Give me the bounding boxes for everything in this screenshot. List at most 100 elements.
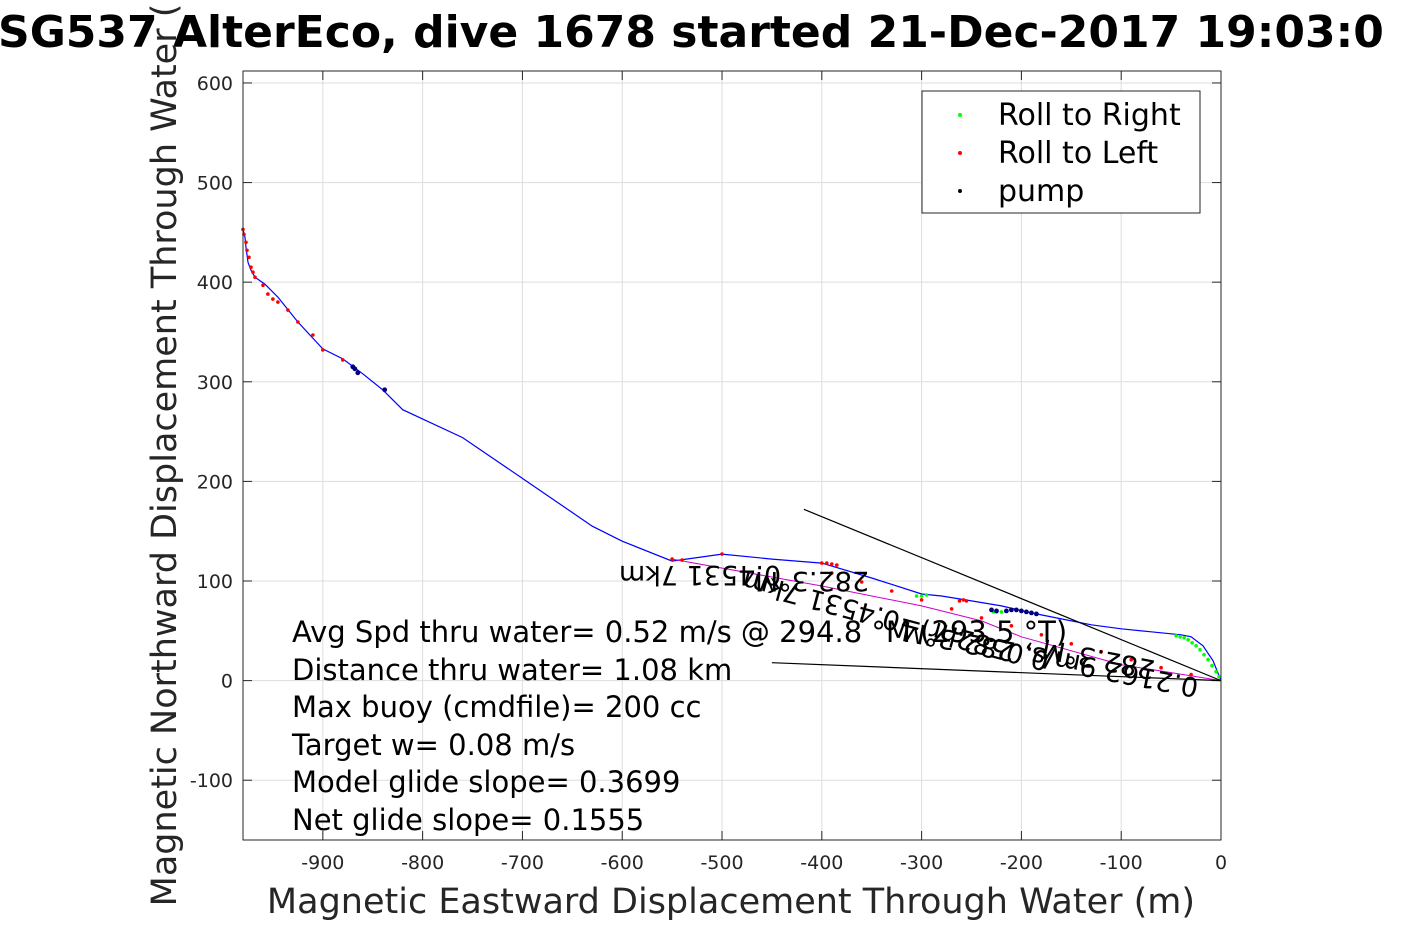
roll-left-point [835, 563, 839, 567]
roll-right-point [1186, 638, 1190, 642]
current-vector-2 [771, 662, 1222, 682]
roll-left-point [1189, 672, 1193, 677]
x-tick-label: -900 [301, 852, 344, 874]
roll-left-point [1129, 657, 1133, 662]
legend-marker-roll-right [958, 113, 962, 117]
x-axis-ticks: -900 -800 -700 -600 -500 -400 -300 -200 -100 0 [301, 71, 1227, 874]
roll-left-point [276, 300, 280, 304]
roll-left-point [957, 599, 962, 603]
y-axis-label: Magnetic Northward Displacement Through … [145, 4, 185, 907]
roll-right-point [1202, 652, 1206, 657]
roll-left-point [251, 270, 255, 275]
x-tick-label: -200 [1000, 852, 1043, 874]
x-tick-label: -700 [501, 852, 544, 874]
roll-left-point [266, 292, 270, 296]
roll-left-point [1069, 642, 1074, 646]
roll-left-point [961, 598, 966, 602]
legend: Roll to Right Roll to Left pump [921, 90, 1201, 214]
roll-left-point [889, 589, 894, 593]
y-tick-label: 300 [197, 372, 233, 394]
pump-point [1034, 611, 1039, 617]
y-tick-label: -100 [190, 770, 233, 792]
current-vectors [771, 508, 1222, 682]
y-axis-ticks: -100 0 100 200 300 400 500 600 [190, 73, 1221, 792]
pump-point [1009, 607, 1014, 613]
pump-point [1029, 610, 1034, 616]
roll-left-point [249, 265, 253, 270]
roll-left-point [1009, 624, 1014, 628]
roll-right-point [1214, 669, 1218, 674]
return-path-line [672, 558, 1222, 682]
roll-right-point [1174, 634, 1178, 638]
x-tick-label: -300 [900, 852, 943, 874]
roll-and-pump-points [241, 227, 1221, 679]
pump-point [994, 608, 999, 614]
roll-left-point [1039, 633, 1044, 637]
roll-right-point [1190, 641, 1194, 645]
roll-left-point [321, 348, 325, 352]
x-tick-label: -500 [700, 852, 743, 874]
y-tick-label: 200 [197, 471, 233, 493]
roll-left-point [247, 255, 251, 260]
target-w-text: Target w= 0.08 m/s [291, 728, 575, 762]
legend-box [921, 90, 1201, 214]
track-lines [242, 229, 1222, 682]
pump-point [1004, 608, 1009, 614]
roll-right-point [1210, 663, 1214, 668]
roll-left-point [253, 275, 257, 280]
roll-right-point [1194, 644, 1198, 648]
x-tick-label: -800 [401, 852, 444, 874]
roll-left-point [670, 557, 674, 561]
pump-point [1019, 608, 1024, 614]
legend-label-roll-left: Roll to Left [998, 136, 1158, 171]
roll-left-point [979, 616, 984, 620]
roll-left-point [919, 598, 924, 602]
roll-left-point [825, 561, 829, 565]
x-tick-label: -100 [1100, 852, 1143, 874]
roll-left-point [830, 562, 834, 566]
roll-left-point [341, 358, 345, 362]
x-tick-label: -400 [800, 852, 843, 874]
vector-label-distance: 0.4531 7km [619, 559, 781, 590]
roll-left-point [261, 283, 265, 288]
pump-point [382, 387, 388, 393]
x-tick-label: 0 [1215, 852, 1227, 874]
avg-speed-text: Avg Spd thru water= 0.52 m/s @ 294.8 °M … [292, 615, 1067, 649]
roll-right-point [1206, 657, 1210, 662]
roll-left-point [1099, 649, 1103, 654]
roll-right-point [1217, 674, 1221, 679]
roll-right-point [1178, 635, 1182, 639]
roll-right-point [1198, 647, 1202, 652]
roll-left-point [311, 333, 315, 337]
roll-left-point [244, 240, 248, 245]
legend-label-pump: pump [998, 174, 1084, 209]
legend-marker-pump [958, 189, 962, 193]
pump-point [355, 370, 361, 376]
roll-right-point [919, 594, 924, 598]
current-vector-1 [803, 508, 1222, 682]
plot-frame [242, 70, 1222, 841]
legend-label-roll-right: Roll to Right [998, 98, 1181, 133]
x-tick-label: -600 [601, 852, 644, 874]
y-tick-label: 100 [197, 571, 233, 593]
roll-right-point [999, 610, 1004, 614]
roll-left-point [271, 297, 275, 301]
net-glide-slope-text: Net glide slope= 0.1555 [292, 803, 644, 837]
roll-left-point [964, 599, 969, 603]
roll-left-point [680, 558, 684, 562]
pump-point [1014, 607, 1019, 613]
roll-left-point [820, 561, 824, 565]
x-axis-label: Magnetic Eastward Displacement Through W… [267, 882, 1195, 922]
roll-left-point [830, 571, 834, 575]
pump-point [1024, 609, 1029, 615]
roll-left-point [720, 552, 724, 556]
chart-title: SG537 AlterEco, dive 1678 started 21-Dec… [0, 7, 1384, 58]
roll-left-point [286, 308, 290, 312]
pump-point [352, 366, 358, 372]
roll-left-point [245, 248, 249, 253]
stats-annotation: Avg Spd thru water= 0.52 m/s @ 294.8 °M … [291, 615, 1067, 837]
roll-left-point [1159, 665, 1163, 670]
y-tick-label: 600 [197, 73, 233, 95]
roll-right-point [924, 593, 929, 597]
